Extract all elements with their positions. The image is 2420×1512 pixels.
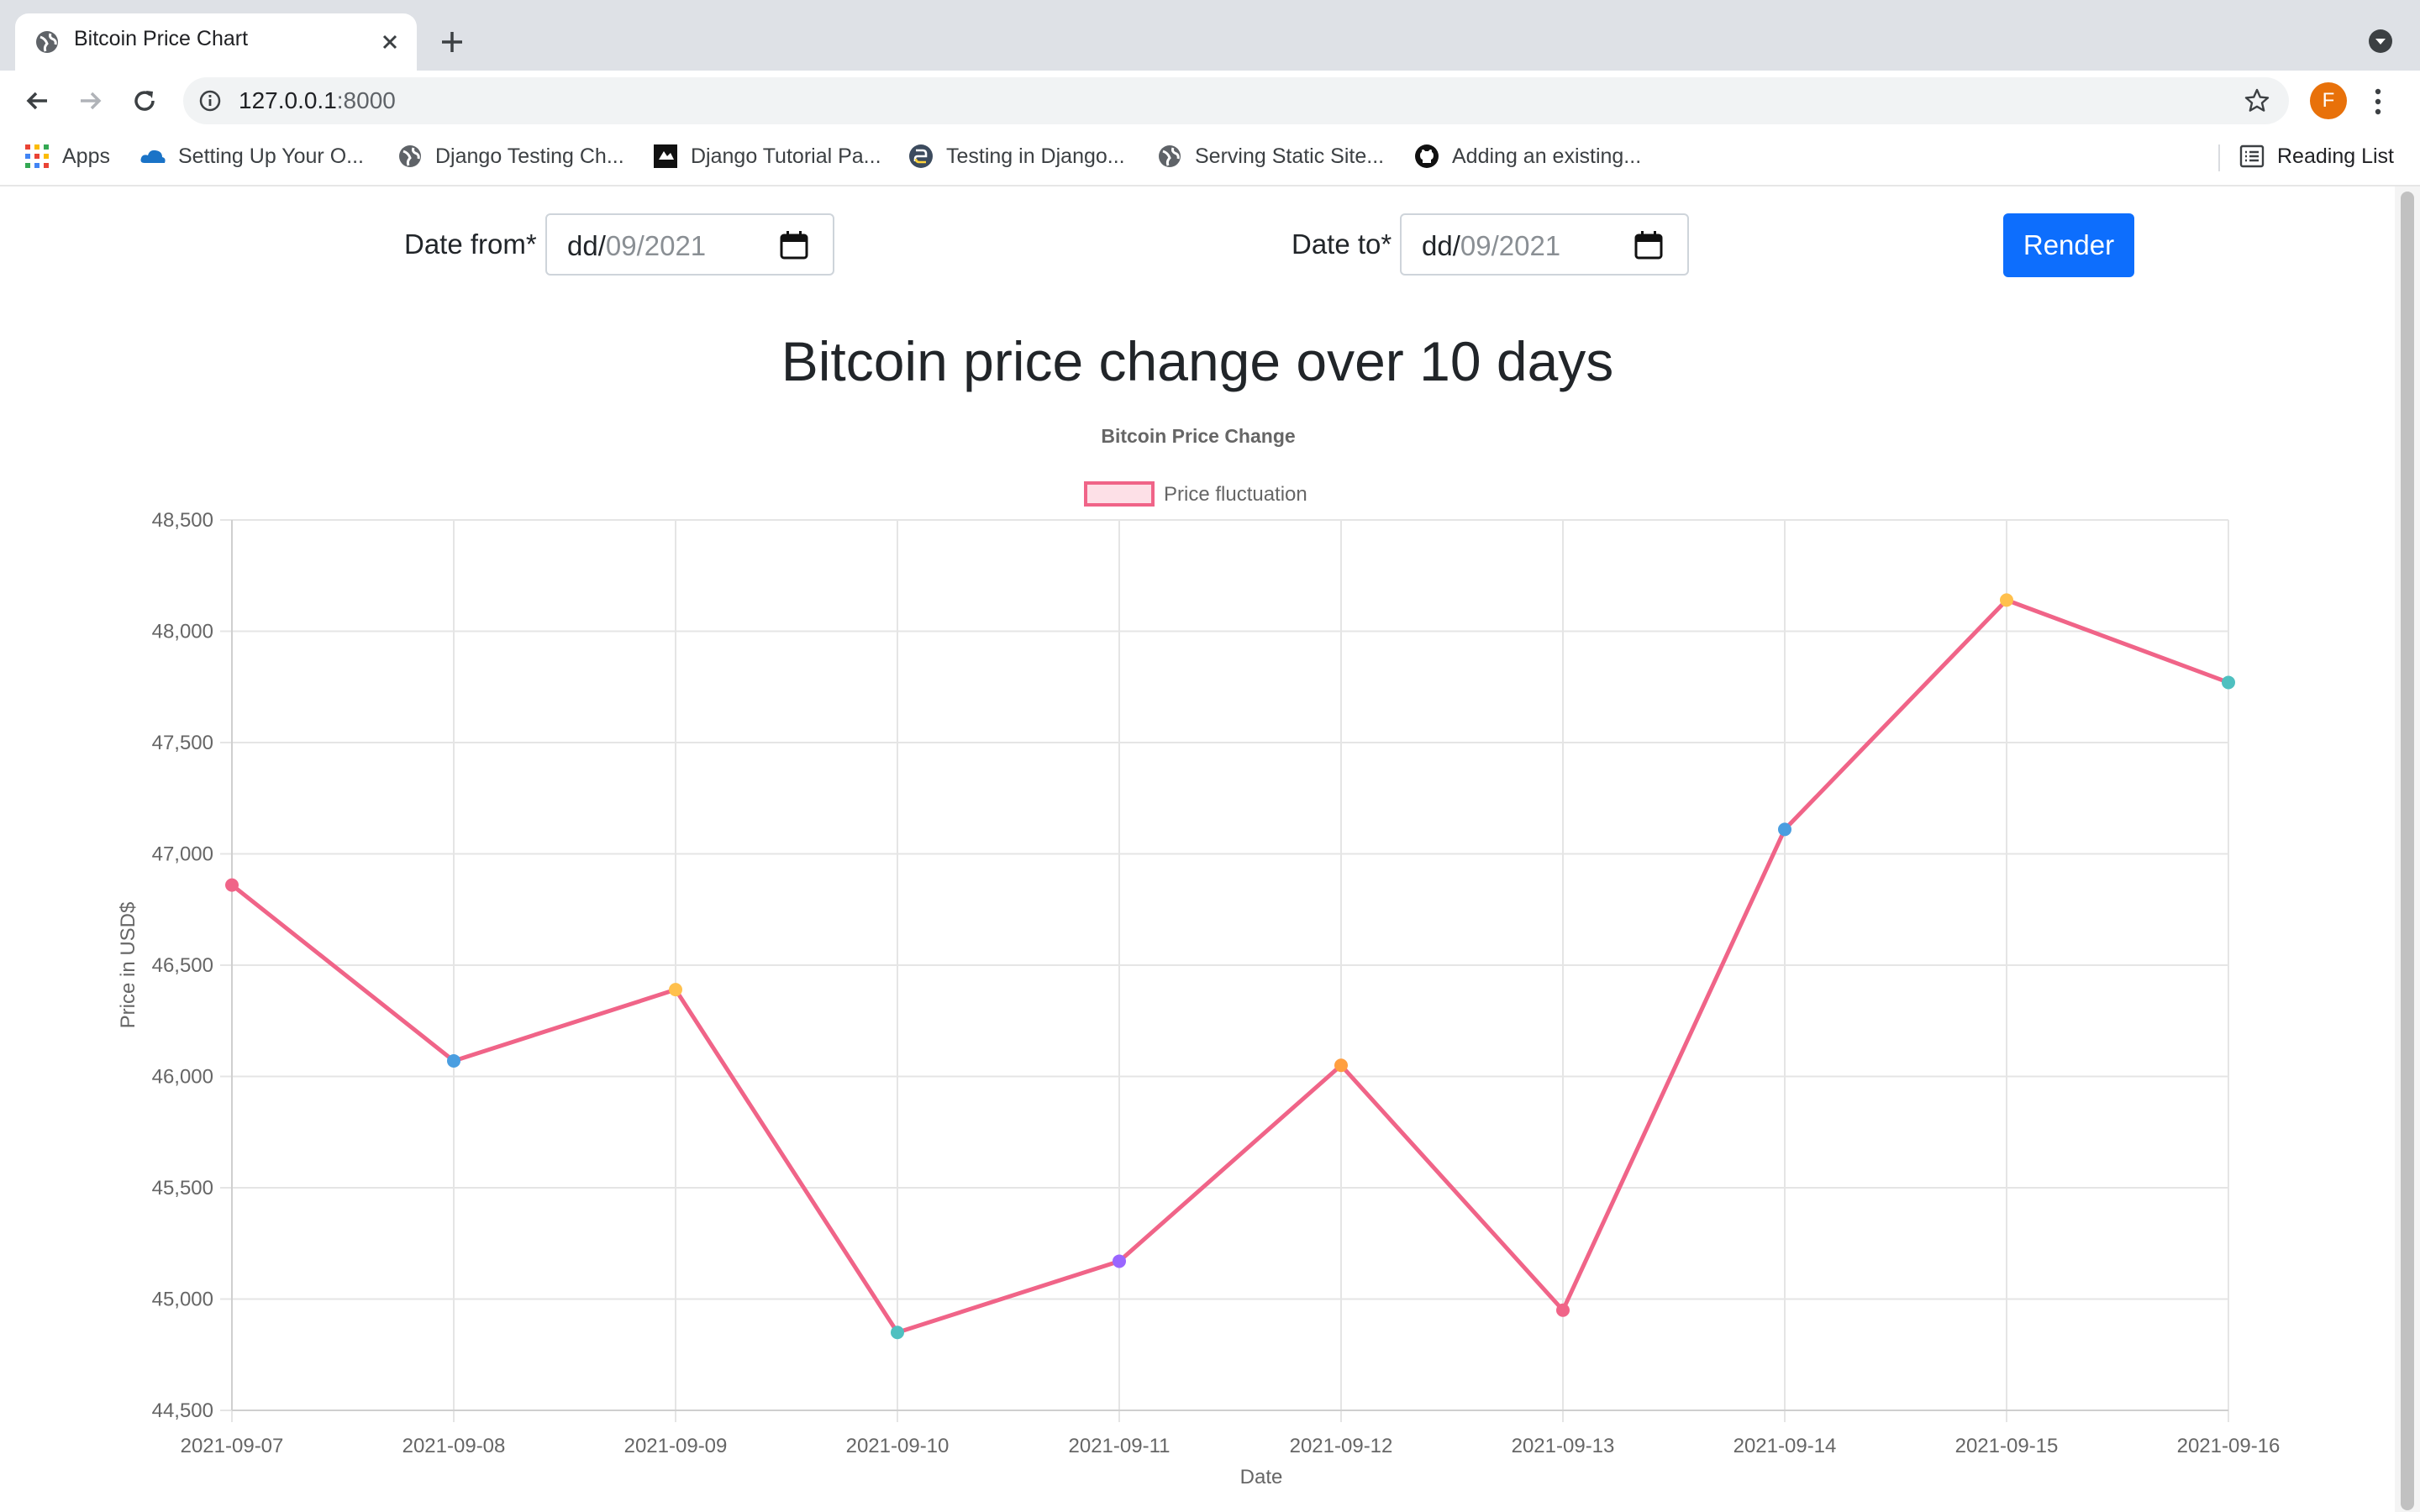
browser-menu-icon[interactable] <box>2371 87 2385 116</box>
close-icon[interactable] <box>378 30 402 54</box>
bookmarks-bar: Apps Setting Up Your O... Django Testing… <box>0 129 2420 186</box>
x-tick-label: 2021-09-10 <box>846 1435 950 1457</box>
data-point <box>1778 822 1791 837</box>
page-scrollbar[interactable] <box>2395 186 2420 1512</box>
date-from-value: dd/09/2021 <box>567 230 707 261</box>
data-point <box>669 983 682 997</box>
page-heading: Bitcoin price change over 10 days <box>781 330 1614 392</box>
data-point <box>2000 593 2013 607</box>
globe-icon <box>399 145 421 167</box>
github-icon <box>1415 144 1439 168</box>
date-from-input[interactable]: dd/09/2021 <box>545 213 834 276</box>
x-tick-label: 2021-09-07 <box>181 1435 284 1457</box>
render-button[interactable]: Render <box>2003 213 2134 277</box>
y-tick-label: 46,500 <box>152 954 213 977</box>
y-tick-label: 48,000 <box>152 621 213 643</box>
browser-tab[interactable]: Bitcoin Price Chart <box>15 13 417 71</box>
y-tick-label: 45,000 <box>152 1289 213 1311</box>
y-tick-label: 48,500 <box>152 509 213 532</box>
x-tick-label: 2021-09-12 <box>1290 1435 1393 1457</box>
tab-search-icon[interactable] <box>2368 29 2393 54</box>
chart-title: Bitcoin Price Change <box>1101 425 1295 447</box>
line-chart: Bitcoin Price Change Price fluctuation 44,… <box>117 425 2281 1488</box>
data-point <box>891 1326 904 1340</box>
bookmarks-separator <box>2218 144 2220 171</box>
data-point <box>1556 1303 1570 1317</box>
address-bar[interactable]: 127.0.0.1:8000 <box>183 77 2289 124</box>
y-tick-label: 47,000 <box>152 843 213 866</box>
y-tick-label: 46,000 <box>152 1066 213 1089</box>
reading-list-icon <box>2239 144 2265 168</box>
data-point <box>447 1053 460 1068</box>
data-point <box>225 878 239 892</box>
date-to-value: dd/09/2021 <box>1422 230 1561 261</box>
apps-grid-icon <box>25 144 49 168</box>
bookmark-star-icon[interactable] <box>2244 87 2270 114</box>
globe-icon <box>36 31 58 53</box>
cloud-icon <box>140 150 166 163</box>
data-point <box>2222 675 2235 690</box>
date-to-label: Date to* <box>1292 228 1392 260</box>
date-to-input[interactable]: dd/09/2021 <box>1400 213 1689 276</box>
x-tick-label: 2021-09-08 <box>402 1435 506 1457</box>
profile-avatar[interactable]: F <box>2310 82 2347 119</box>
x-tick-label: 2021-09-11 <box>1069 1435 1171 1457</box>
globe-icon <box>1159 145 1181 167</box>
calendar-icon[interactable] <box>1634 230 1664 260</box>
x-tick-label: 2021-09-14 <box>1733 1435 1837 1457</box>
forward-arrow-icon[interactable] <box>74 84 108 118</box>
page-icon <box>654 144 677 168</box>
y-tick-label: 45,500 <box>152 1177 213 1200</box>
legend-swatch <box>1084 481 1155 507</box>
date-from-label: Date from* <box>404 228 537 260</box>
tab-strip: Bitcoin Price Chart <box>0 0 2420 71</box>
python-icon <box>909 144 933 168</box>
info-icon[interactable] <box>198 89 222 113</box>
x-tick-label: 2021-09-13 <box>1512 1435 1615 1457</box>
data-point <box>1113 1254 1126 1268</box>
x-tick-label: 2021-09-09 <box>624 1435 728 1457</box>
browser-toolbar: 127.0.0.1:8000 F <box>0 71 2420 129</box>
tab-title: Bitcoin Price Chart <box>74 27 249 50</box>
data-point <box>1334 1058 1348 1073</box>
back-arrow-icon[interactable] <box>20 84 54 118</box>
series-line <box>230 597 2229 1335</box>
y-axis-title: Price in USD$ <box>117 902 139 1029</box>
legend-label: Price fluctuation <box>1164 483 1307 506</box>
new-tab-plus-icon[interactable] <box>437 27 467 57</box>
reload-icon[interactable] <box>128 84 161 118</box>
calendar-icon[interactable] <box>779 230 809 260</box>
page-content: Bitcoin Price Change Price fluctuation 44,… <box>0 186 2395 1512</box>
chart-container: Bitcoin Price Change Price fluctuation 44,… <box>0 186 2395 1512</box>
x-axis-title: Date <box>1240 1466 1283 1488</box>
y-tick-label: 47,500 <box>152 732 213 754</box>
x-tick-label: 2021-09-15 <box>1955 1435 2059 1457</box>
scrollbar-thumb[interactable] <box>2401 192 2414 1510</box>
y-tick-label: 44,500 <box>152 1399 213 1422</box>
x-tick-label: 2021-09-16 <box>2177 1435 2281 1457</box>
url-text[interactable]: 127.0.0.1:8000 <box>239 87 396 113</box>
